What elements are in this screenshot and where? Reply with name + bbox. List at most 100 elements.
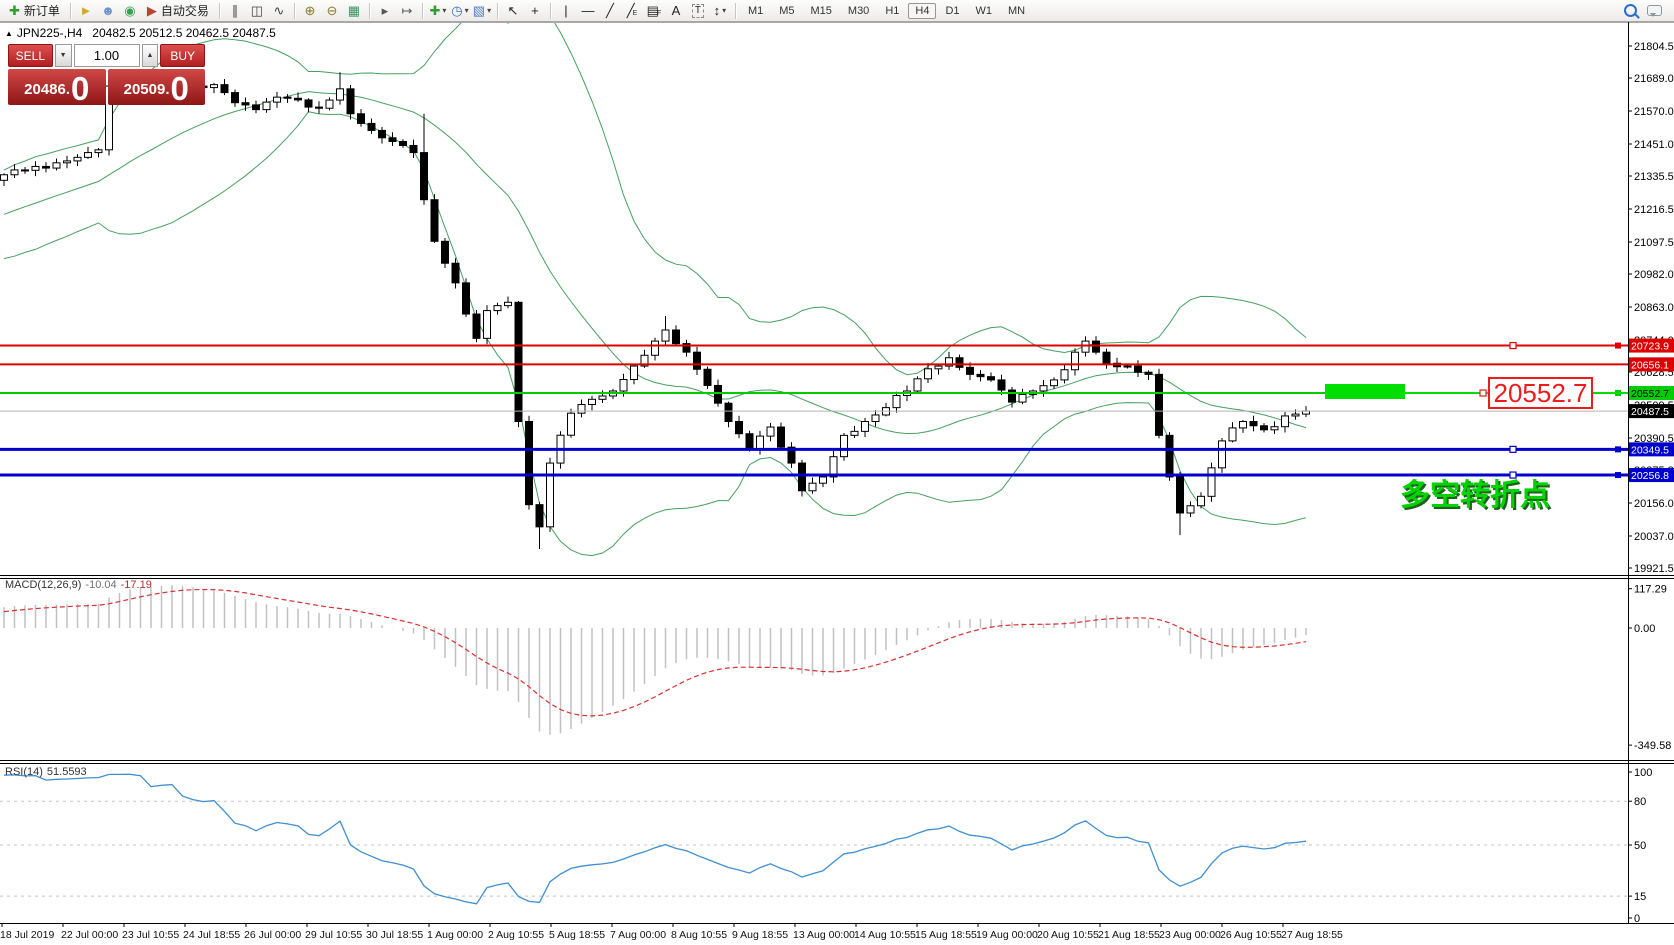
collapse-icon[interactable]: ▲ xyxy=(5,29,13,38)
line-chart-mode-icon[interactable]: ∿ xyxy=(273,2,285,18)
text-tool[interactable]: A xyxy=(671,2,681,18)
toolbar-separator xyxy=(368,2,370,19)
volume-input[interactable] xyxy=(73,44,140,67)
timeframe-m15-button[interactable]: M15 xyxy=(810,4,832,17)
svg-text:0: 0 xyxy=(1634,913,1640,925)
timeframe-h4-button[interactable]: H4 xyxy=(908,2,937,19)
price-callout-label[interactable]: 20552.7 xyxy=(1488,377,1593,409)
rsi-line xyxy=(3,773,1307,905)
zoom-out-icon[interactable]: ⊖ xyxy=(326,2,338,18)
label-tool[interactable]: T xyxy=(688,2,708,20)
periods-button[interactable]: ◷ ▾ xyxy=(451,2,469,18)
sell-button[interactable]: SELL xyxy=(8,44,53,67)
svg-text:80: 80 xyxy=(1634,796,1646,808)
auto-trading-button[interactable]: ▶ 自动交易 xyxy=(146,2,209,19)
fibonacci-tool[interactable]: ▤ F xyxy=(646,2,662,18)
horizontal-lines[interactable] xyxy=(0,341,1628,479)
svg-text:20982.0: 20982.0 xyxy=(1634,269,1674,281)
bar-chart-mode-icon[interactable]: ∥ xyxy=(231,2,239,18)
svg-text:7 Aug 00:00: 7 Aug 00:00 xyxy=(610,929,666,941)
svg-text:20156.0: 20156.0 xyxy=(1634,498,1674,510)
one-click-trading-panel: SELL ▼ ▲ BUY 20486.0 20509.0 xyxy=(8,44,205,105)
templates-button-dropdown-icon[interactable]: ▾ xyxy=(487,6,492,15)
svg-text:8 Aug 10:55: 8 Aug 10:55 xyxy=(671,929,727,941)
experts-icon[interactable]: ☻ xyxy=(101,2,115,18)
svg-text:100: 100 xyxy=(1634,767,1652,779)
volume-increase-button[interactable]: ▲ xyxy=(141,44,159,67)
channel-tool[interactable]: ╱ E xyxy=(626,2,638,18)
toolbar-separator xyxy=(421,2,423,19)
svg-text:29 Jul 10:55: 29 Jul 10:55 xyxy=(305,929,362,941)
bid-price: 20486. xyxy=(24,81,71,98)
vertical-line-tool[interactable]: | xyxy=(564,2,568,18)
svg-text:22 Jul 00:00: 22 Jul 00:00 xyxy=(61,929,118,941)
chat-icon[interactable] xyxy=(1647,5,1662,17)
toolbar-separator xyxy=(69,2,71,19)
bollinger-lower-band xyxy=(3,111,1307,557)
buy-price-display[interactable]: 20509. 0 xyxy=(107,69,205,105)
arrows-tool-dropdown-icon[interactable]: ▾ xyxy=(722,6,727,15)
svg-text:15 Aug 18:55: 15 Aug 18:55 xyxy=(915,929,977,941)
tile-windows-icon[interactable]: ▦ xyxy=(347,2,361,18)
svg-text:13 Aug 00:00: 13 Aug 00:00 xyxy=(793,929,855,941)
timeframe-m30-button[interactable]: M30 xyxy=(847,4,870,17)
horizontal-line-tool[interactable]: — xyxy=(581,2,595,18)
timeframe-mn-button[interactable]: MN xyxy=(1008,4,1026,17)
svg-text:20656.1: 20656.1 xyxy=(1631,359,1669,371)
svg-text:1 Aug 00:00: 1 Aug 00:00 xyxy=(427,929,483,941)
zoom-in-icon[interactable]: ⊕ xyxy=(304,2,316,18)
svg-text:21570.0: 21570.0 xyxy=(1634,106,1674,118)
arrows-tool[interactable]: ↕ ▾ xyxy=(713,2,727,18)
svg-text:26 Jul 00:00: 26 Jul 00:00 xyxy=(244,929,301,941)
svg-text:21804.5: 21804.5 xyxy=(1634,41,1674,53)
toolbar-separator xyxy=(218,2,220,19)
svg-text:18 Jul 2019: 18 Jul 2019 xyxy=(0,929,54,941)
svg-text:23 Jul 10:55: 23 Jul 10:55 xyxy=(122,929,179,941)
auto-scroll-icon[interactable]: ▸ xyxy=(381,2,389,18)
timeframe-m5-button[interactable]: M5 xyxy=(779,4,795,17)
new-order-button[interactable]: ✚ 新订单 xyxy=(9,2,60,19)
timeframe-d1-button[interactable]: D1 xyxy=(945,4,960,17)
buy-button[interactable]: BUY xyxy=(160,44,205,67)
history-arrow-icon[interactable]: ► xyxy=(79,2,93,18)
chart-ohlc-values: 20482.5 20512.5 20462.5 20487.5 xyxy=(92,26,276,40)
templates-button[interactable]: ▧ ▾ xyxy=(472,2,492,18)
chart-canvas[interactable]: 21804.5 21689.0 21570.0 21451.0 21335.5 21216… xyxy=(0,22,1674,945)
indicators-button-dropdown-icon[interactable]: ▾ xyxy=(442,6,447,15)
toolbar-separator xyxy=(496,2,498,19)
cursor-tool[interactable]: ↖ xyxy=(507,2,519,18)
time-axis: 18 Jul 2019 22 Jul 00:00 23 Jul 10:55 24 Ju… xyxy=(0,923,1343,941)
timeframe-h1-button[interactable]: H1 xyxy=(885,4,900,17)
candlestick-mode-icon[interactable]: ◫ xyxy=(250,2,264,18)
rsi-indicator-label: RSI(14) 51.5593 xyxy=(5,766,87,778)
highlight-rectangle[interactable] xyxy=(1325,384,1628,400)
annotation-text[interactable]: 多空转折点 xyxy=(1400,479,1550,512)
svg-text:30 Jul 18:55: 30 Jul 18:55 xyxy=(366,929,423,941)
svg-text:0.00: 0.00 xyxy=(1634,623,1655,635)
svg-text:21216.5: 21216.5 xyxy=(1634,204,1674,216)
toolbar: ✚ 新订单 ► ☻ ◉ ▶ 自动交易 ∥ ◫ ∿ ⊕ ⊖ ▦ ▸ ↦ ✚ ▾ ◷ ▾ ▧ ▾ ↖ + | — ╱ ╱ E ▤ F A T ↕ ▾ M… xyxy=(0,0,1674,22)
crosshair-tool[interactable]: + xyxy=(531,2,539,18)
sell-price-display[interactable]: 20486. 0 xyxy=(8,69,106,105)
periods-button-dropdown-icon[interactable]: ▾ xyxy=(464,6,469,15)
svg-text:21689.0: 21689.0 xyxy=(1634,73,1674,85)
svg-text:21 Aug 18:55: 21 Aug 18:55 xyxy=(1098,929,1160,941)
svg-text:21451.0: 21451.0 xyxy=(1634,139,1674,151)
indicators-button[interactable]: ✚ ▾ xyxy=(429,2,447,18)
search-icon[interactable] xyxy=(1624,4,1637,17)
toolbar-separator xyxy=(293,2,295,19)
volume-decrease-button[interactable]: ▼ xyxy=(54,44,72,67)
bollinger-middle-band xyxy=(3,91,1307,435)
timeframe-w1-button[interactable]: W1 xyxy=(975,4,993,17)
timeframe-m1-button[interactable]: M1 xyxy=(747,4,764,17)
macd-signal-line xyxy=(3,588,1307,717)
svg-text:20349.5: 20349.5 xyxy=(1631,444,1669,456)
svg-text:20723.9: 20723.9 xyxy=(1631,341,1669,353)
trendline-tool[interactable]: ╱ xyxy=(606,2,614,18)
chart-symbol-period: JPN225-,H4 xyxy=(16,26,83,40)
svg-text:21335.5: 21335.5 xyxy=(1634,171,1674,183)
signals-icon[interactable]: ◉ xyxy=(124,2,136,18)
svg-text:27 Aug 18:55: 27 Aug 18:55 xyxy=(1281,929,1343,941)
chart-shift-icon[interactable]: ↦ xyxy=(401,2,413,18)
svg-text:19 Aug 00:00: 19 Aug 00:00 xyxy=(976,929,1038,941)
